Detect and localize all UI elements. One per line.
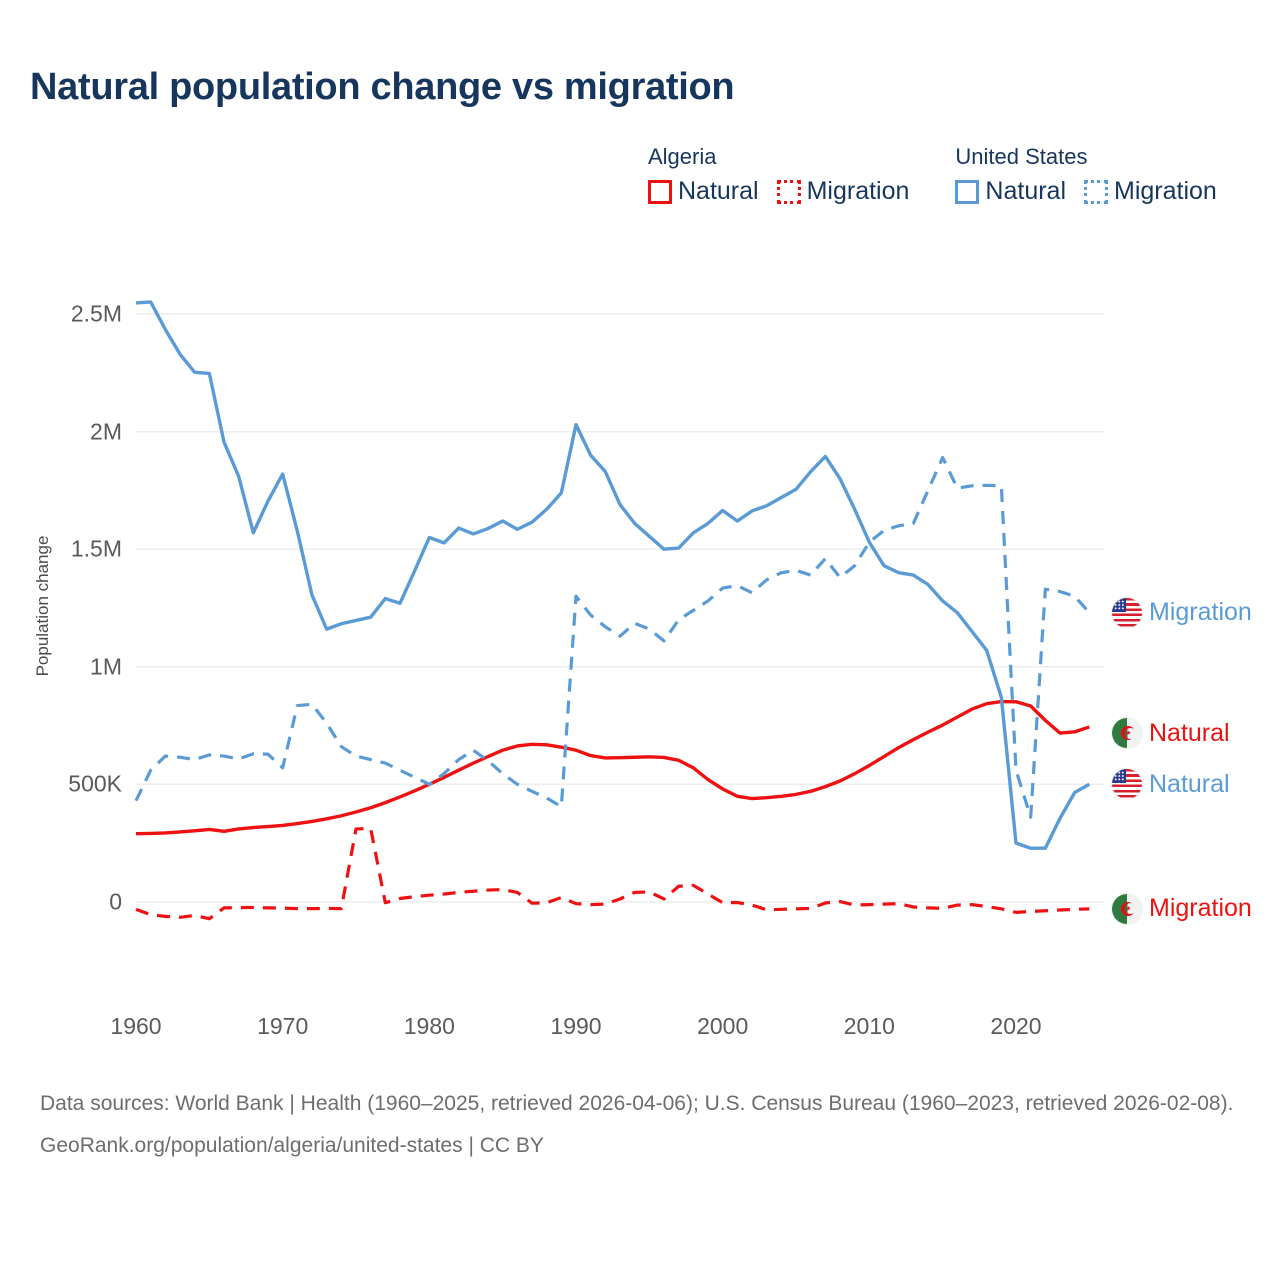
legend-swatch-solid-red [648,179,672,204]
legend-swatch-solid-blue [955,179,980,204]
x-tick-label: 1990 [550,1013,602,1039]
legend-group-title-united-states: United States [955,144,1088,169]
end-label-text: Migration [1149,598,1252,627]
x-tick-label: 2000 [697,1013,749,1039]
end-label-algeria-migration[interactable]: Migration [1112,893,1252,924]
y-tick-label: 1.5M [70,535,122,562]
legend-item-us-migration[interactable]: Migration [1084,177,1217,206]
series-line-united-states-natural [135,300,1091,850]
legend-swatch-dotted-red [776,179,801,204]
series-line-algeria-natural [135,699,1090,836]
algeria-flag-icon [1112,893,1142,924]
legend-label-algeria-migration: Migration [806,177,910,205]
algeria-flag-icon [1112,718,1142,749]
end-label-text: Natural [1149,718,1230,747]
legend-group-algeria: Algeria Natural Migration [648,144,909,206]
legend-label-us-migration: Migration [1114,177,1217,205]
legend-swatch-dotted-blue [1084,179,1109,204]
y-tick-label: 2.5M [70,300,122,327]
crescent-icon [1121,726,1137,741]
y-tick-label: 0 [109,888,122,915]
end-label-text: Migration [1149,894,1252,923]
x-tick-label: 1970 [257,1013,309,1039]
x-tick-label: 2010 [843,1013,895,1039]
end-label-us-migration[interactable]: Migration [1112,597,1252,628]
legend-item-algeria-natural[interactable]: Natural [648,177,759,206]
series-line-algeria-migration [135,826,1090,921]
footer-line-1: Data sources: World Bank | Health (1960–… [40,1092,1234,1115]
y-tick-label: 1M [90,653,122,680]
y-axis-title: Population change [33,535,52,677]
chart-legend: Algeria Natural Migration United States … [648,144,1217,206]
star-icon [1126,730,1131,735]
us-flag-icon [1112,597,1142,628]
legend-item-algeria-migration[interactable]: Migration [776,177,910,206]
end-label-text: Natural [1149,769,1230,798]
y-tick-label: 500K [68,770,122,797]
y-tick-label: 2M [90,418,122,445]
end-label-us-natural[interactable]: Natural [1112,769,1230,800]
footer-sources: Data sources: World Bank | Health (1960–… [40,1086,1255,1163]
legend-group-united-states: United States Natural Migration [955,144,1217,206]
legend-label-us-natural: Natural [985,177,1067,205]
legend-item-us-natural[interactable]: Natural [955,177,1066,206]
crescent-icon [1121,901,1137,916]
x-tick-label: 1960 [110,1013,162,1039]
x-tick-label: 1980 [403,1013,455,1039]
x-tick-label: 2020 [990,1013,1042,1039]
end-label-algeria-natural[interactable]: Natural [1112,718,1230,749]
star-icon [1126,905,1131,911]
series-line-united-states-migration [134,455,1091,819]
us-flag-icon [1112,769,1142,800]
page-title: Natural population change vs migration [30,66,735,108]
legend-label-algeria-natural: Natural [678,177,759,205]
legend-group-title-algeria: Algeria [648,144,717,169]
footer-line-2[interactable]: GeoRank.org/population/algeria/united-st… [40,1134,544,1157]
